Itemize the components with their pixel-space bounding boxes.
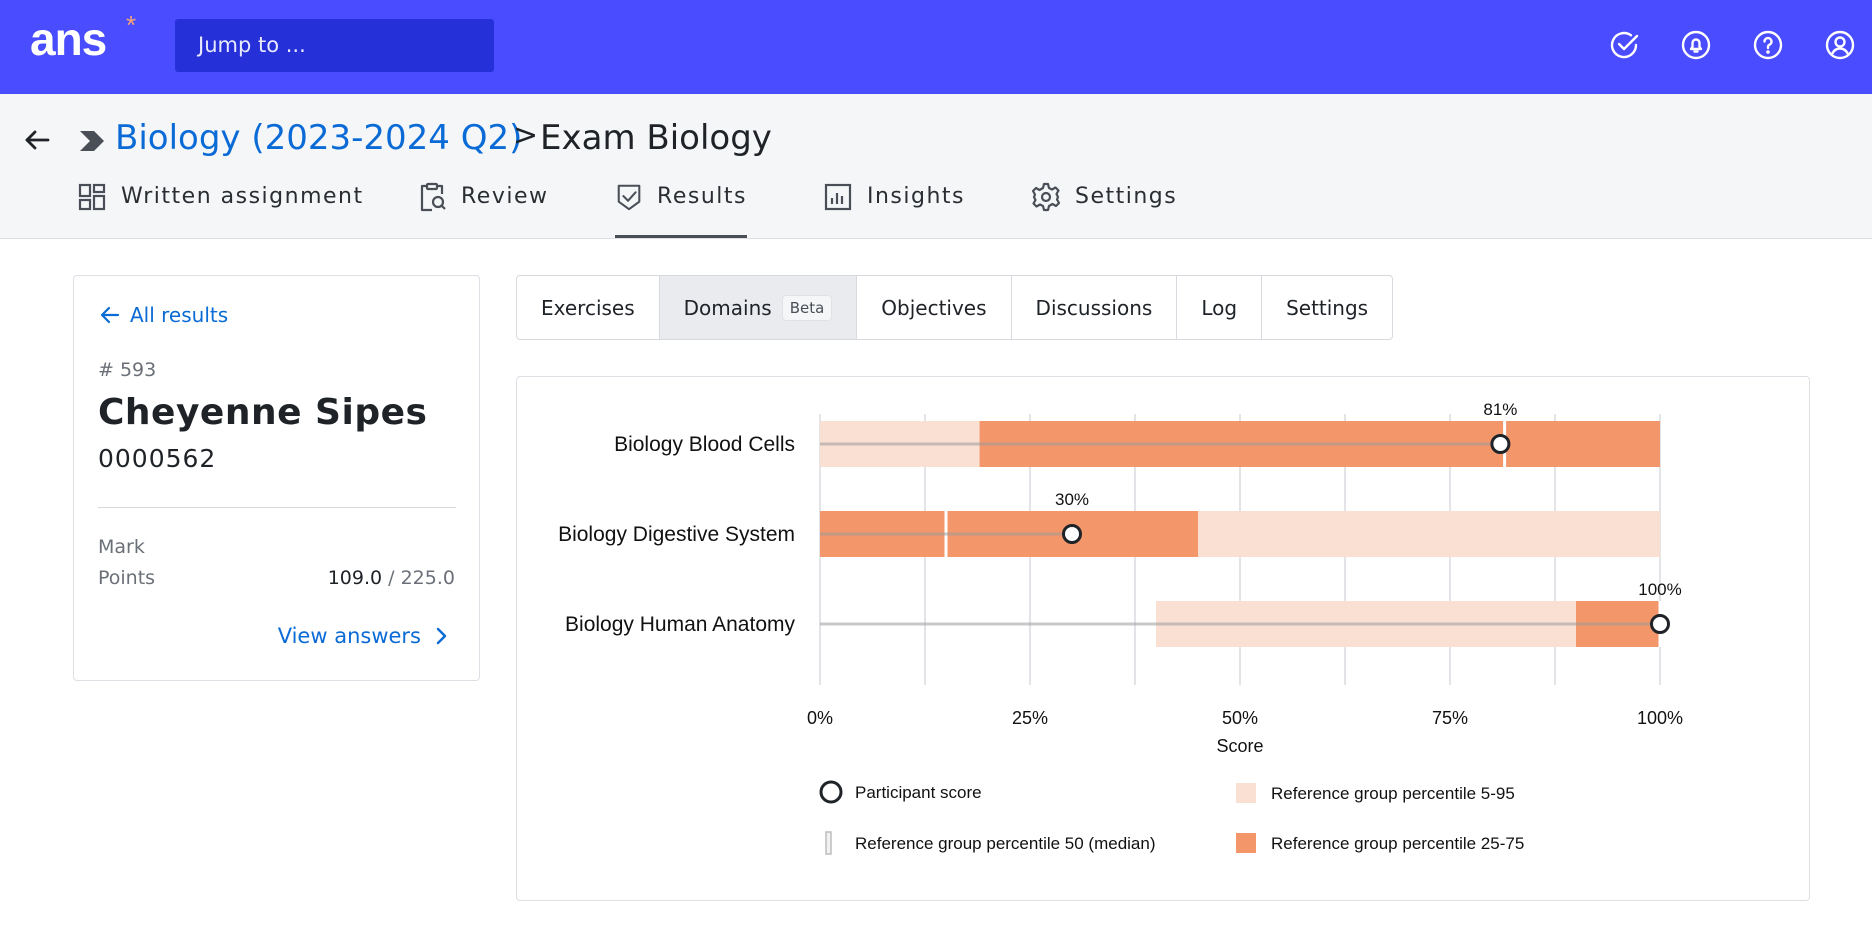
all-results-label: All results (130, 303, 229, 327)
beta-badge: Beta (781, 294, 833, 321)
chevron-right-icon (436, 627, 447, 645)
tab-label: Insights (867, 184, 966, 209)
student-id: 0000562 (98, 444, 217, 473)
tab-label: Review (461, 184, 549, 209)
subtab-label: Objectives (881, 295, 987, 320)
subtab-log[interactable]: Log (1177, 276, 1263, 339)
user-icon[interactable] (1824, 29, 1856, 61)
logo-star: * (126, 10, 136, 40)
category-label: Biology Digestive System (558, 523, 795, 546)
tab-settings[interactable]: Settings (1031, 182, 1177, 238)
subtab-label: Discussions (1035, 295, 1153, 320)
x-tick-label: 0% (807, 708, 833, 728)
participant-score-point (1650, 614, 1670, 634)
x-tick-label: 25% (1012, 708, 1048, 728)
participant-number: # 593 (98, 359, 157, 381)
subtab-label: Settings (1286, 295, 1369, 320)
legend-participant-score: Participant score (855, 783, 982, 802)
legend-percentile-25-75-swatch (1236, 833, 1256, 853)
page-title: Exam Biology (540, 118, 772, 158)
category-label: Biology Blood Cells (614, 433, 795, 456)
breadcrumb-separator: > (513, 118, 539, 153)
mark-label: Mark (98, 536, 145, 558)
clipboard-search-icon (420, 182, 446, 212)
tab-insights[interactable]: Insights (823, 182, 965, 238)
dashboard-icon (78, 183, 106, 211)
back-arrow-icon[interactable] (22, 125, 52, 155)
subtab-label: Exercises (541, 295, 635, 320)
course-chevron-icon (78, 130, 106, 152)
participant-name: Cheyenne Sipes (98, 392, 428, 433)
subtab-settings[interactable]: Settings (1262, 276, 1392, 339)
legend-median: Reference group percentile 50 (median) (855, 834, 1156, 853)
legend-percentile-5-95-swatch (1236, 783, 1256, 803)
gear-icon (1031, 182, 1061, 212)
all-results-link[interactable]: All results (100, 303, 228, 327)
legend-percentile-5-95: Reference group percentile 5-95 (1271, 784, 1515, 803)
bell-icon[interactable] (1680, 29, 1712, 61)
participant-card: All results # 593 Cheyenne Sipes 0000562… (73, 275, 480, 681)
points-total: / 225.0 (388, 567, 455, 589)
bar-chart-icon (824, 183, 852, 211)
points-earned: 109.0 (327, 567, 383, 589)
score-data-label: 81% (1483, 400, 1517, 419)
view-answers-link[interactable]: View answers (278, 624, 449, 648)
app-logo[interactable]: ans * (30, 10, 136, 66)
breadcrumb-course-link[interactable]: Biology (2023-2024 Q2) (115, 118, 523, 158)
subtab-objectives[interactable]: Objectives (857, 276, 1012, 339)
tab-written-assignment[interactable]: Written assignment (77, 182, 364, 238)
participant-score-point (1490, 434, 1511, 454)
x-axis-label: Score (1216, 736, 1263, 756)
shield-check-icon (617, 184, 641, 211)
subtab-discussions[interactable]: Discussions (1012, 276, 1178, 339)
subtab-label: Domains (683, 295, 772, 320)
x-tick-label: 50% (1222, 708, 1258, 728)
tab-label: Results (657, 184, 747, 209)
check-circle-icon[interactable] (1608, 29, 1640, 61)
subtab-domains[interactable]: Domains Beta (659, 276, 858, 339)
tab-label: Written assignment (121, 184, 364, 209)
tab-results[interactable]: Results (615, 182, 747, 238)
subtab-exercises[interactable]: Exercises (517, 276, 660, 339)
domains-chart: 81% Biology Blood Cells 30% Biology Digesti… (558, 400, 1683, 855)
domains-chart-card: 81% Biology Blood Cells 30% Biology Digesti… (516, 376, 1810, 901)
category-label: Biology Human Anatomy (565, 613, 795, 636)
subtab-label: Log (1201, 295, 1238, 320)
x-tick-label: 100% (1637, 708, 1683, 728)
tab-review[interactable]: Review (417, 182, 549, 238)
legend-median-swatch (825, 831, 832, 855)
help-icon[interactable] (1752, 29, 1784, 61)
jump-to-search[interactable]: Jump to ... (175, 19, 494, 72)
logo-text: ans (30, 13, 107, 65)
arrow-left-icon (100, 306, 120, 324)
card-divider (98, 507, 456, 508)
participant-score-point (1062, 524, 1082, 544)
points-label: Points (98, 567, 156, 589)
results-subtabs: Exercises Domains Beta Objectives Discuss… (516, 275, 1394, 340)
page-header: Biology (2023-2024 Q2) > Exam Biology Wr… (0, 94, 1872, 239)
top-bar: ans * Jump to ... (0, 0, 1872, 94)
score-data-label: 100% (1638, 580, 1681, 599)
score-data-label: 30% (1055, 490, 1089, 509)
points-value: 109.0 / 225.0 (328, 567, 455, 589)
view-answers-label: View answers (277, 624, 421, 648)
legend-participant-score-swatch (819, 780, 843, 804)
tab-label: Settings (1075, 184, 1178, 209)
legend-percentile-25-75: Reference group percentile 25-75 (1271, 834, 1524, 853)
x-tick-label: 75% (1432, 708, 1468, 728)
